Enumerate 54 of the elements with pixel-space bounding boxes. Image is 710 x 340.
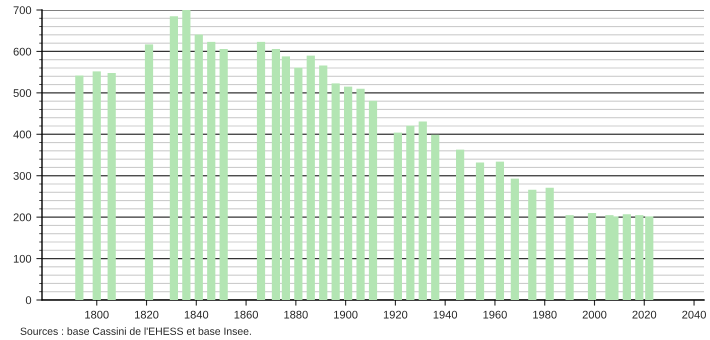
bar xyxy=(566,215,574,300)
bar xyxy=(92,71,101,300)
bar xyxy=(456,150,464,300)
y-tick-label: 100 xyxy=(14,254,32,263)
x-tick-label: 1800 xyxy=(85,310,109,319)
bar xyxy=(319,66,328,300)
bar xyxy=(406,126,414,300)
bar xyxy=(194,34,203,300)
bar xyxy=(344,86,352,300)
y-tick-label: 600 xyxy=(14,48,32,56)
bar xyxy=(528,190,536,300)
x-tick-label: 1980 xyxy=(533,310,557,319)
y-tick-label: 700 xyxy=(14,6,32,14)
bar xyxy=(220,48,228,300)
bar xyxy=(332,83,340,300)
y-tick-label: 300 xyxy=(13,172,32,180)
bar xyxy=(496,162,504,300)
bar xyxy=(144,44,154,300)
bar xyxy=(294,68,302,300)
y-tick-label: 200 xyxy=(14,213,32,222)
y-tick-label: 500 xyxy=(13,89,32,97)
bar xyxy=(418,121,427,300)
x-tick-label: 2040 xyxy=(682,310,706,319)
bar xyxy=(306,56,315,300)
x-tick-label: 1860 xyxy=(234,310,258,319)
bar xyxy=(510,178,519,300)
x-tick-label: 2020 xyxy=(632,310,656,319)
bar xyxy=(282,56,290,300)
x-tick-label: 1840 xyxy=(184,310,208,319)
bar xyxy=(476,162,484,300)
bar xyxy=(622,214,631,300)
bar xyxy=(182,10,190,300)
bar xyxy=(256,42,266,300)
x-tick-label: 1960 xyxy=(483,310,507,319)
bar xyxy=(394,132,402,300)
x-tick-label: 1880 xyxy=(284,310,308,319)
bar xyxy=(431,134,440,300)
x-tick-label: 1900 xyxy=(334,310,358,319)
bar xyxy=(356,88,365,300)
x-tick-label: 1820 xyxy=(135,310,158,319)
y-tick-label: 400 xyxy=(13,130,32,138)
bar xyxy=(272,48,280,300)
bar xyxy=(75,75,84,300)
x-tick-label: 2000 xyxy=(582,310,606,319)
x-tick-label: 1920 xyxy=(384,310,408,319)
bar xyxy=(368,100,378,300)
bar xyxy=(207,42,216,300)
source-note: Sources : base Cassini de l'EHESS et base Insee. xyxy=(20,327,251,335)
bar xyxy=(170,16,178,300)
y-tick-label: 0 xyxy=(26,296,32,304)
x-tick-label: 1940 xyxy=(434,310,458,319)
bar xyxy=(546,188,554,300)
bar xyxy=(588,213,596,300)
bar xyxy=(108,72,116,300)
